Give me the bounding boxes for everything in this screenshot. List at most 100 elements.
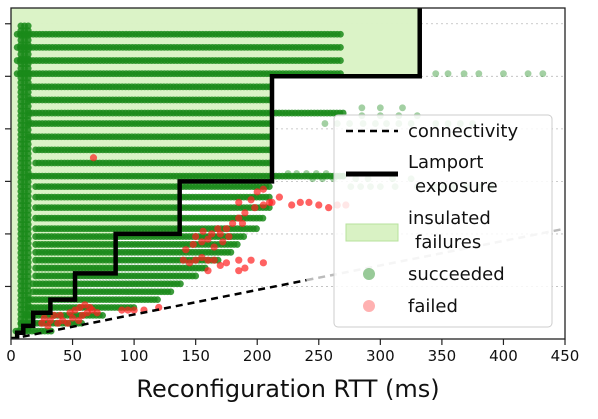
plot-frame xyxy=(10,7,566,340)
legend-failed-swatch xyxy=(363,300,375,312)
succeeded-point xyxy=(432,70,440,78)
failed-point xyxy=(225,232,233,241)
failed-point xyxy=(325,204,333,212)
failed-point xyxy=(64,319,72,327)
failed-point xyxy=(198,238,206,246)
failed-point xyxy=(253,188,261,196)
succeeded-point xyxy=(24,41,32,49)
x-tick-label: 50 xyxy=(63,347,82,365)
succeeded-point xyxy=(24,249,32,257)
failed-point xyxy=(241,209,249,217)
legend-lamport-label-1: Lamport xyxy=(408,152,484,173)
succeeded-point xyxy=(24,310,32,318)
succeeded-point xyxy=(24,183,32,191)
x-axis-title: Reconfiguration RTT (ms) xyxy=(136,375,439,403)
succeeded-point xyxy=(24,46,32,53)
succeeded-point xyxy=(24,178,32,186)
failed-point xyxy=(124,306,132,314)
failed-point xyxy=(199,227,207,235)
failed-point xyxy=(40,314,48,322)
succeeded-point xyxy=(500,70,507,78)
failed-point xyxy=(235,214,243,222)
failed-point xyxy=(210,256,218,264)
succeeded-point xyxy=(24,282,32,290)
failed-point xyxy=(222,259,231,267)
succeeded-point xyxy=(539,70,547,78)
succeeded-point xyxy=(24,150,32,157)
succeeded-point xyxy=(24,145,32,153)
succeeded-point xyxy=(240,233,248,240)
succeeded-point xyxy=(24,98,32,105)
succeeded-point xyxy=(24,121,32,129)
succeeded-point xyxy=(24,50,32,58)
x-tick-label: 300 xyxy=(366,347,395,365)
succeeded-point xyxy=(24,258,32,266)
succeeded-point xyxy=(99,311,106,319)
succeeded-point xyxy=(253,225,260,233)
failed-point xyxy=(235,267,243,275)
succeeded-point xyxy=(24,254,32,261)
succeeded-point xyxy=(24,31,32,39)
x-tick-label: 150 xyxy=(181,347,210,365)
x-axis-ticks: 0 50 100 150 200 250 300 350 400 450 xyxy=(6,339,579,365)
succeeded-point xyxy=(475,70,483,78)
legend: connectivity Lamport exposure insulated … xyxy=(333,114,553,328)
succeeded-point xyxy=(24,187,32,195)
succeeded-point xyxy=(24,287,32,295)
legend-box xyxy=(333,114,553,328)
failed-point xyxy=(315,201,323,209)
succeeded-point xyxy=(24,60,32,68)
succeeded-point xyxy=(337,57,344,64)
succeeded-point xyxy=(265,204,273,212)
succeeded-point xyxy=(24,301,32,309)
succeeded-point xyxy=(24,277,32,285)
failed-point xyxy=(216,261,224,270)
succeeded-point xyxy=(24,216,32,224)
succeeded-point xyxy=(309,175,317,183)
succeeded-point xyxy=(24,296,32,304)
succeeded-point xyxy=(233,241,241,248)
succeeded-point xyxy=(24,27,32,34)
failed-point xyxy=(75,317,83,325)
succeeded-point xyxy=(24,164,32,172)
succeeded-point xyxy=(24,36,32,44)
failed-point xyxy=(305,198,313,206)
failed-point xyxy=(130,306,138,314)
failed-point xyxy=(179,256,187,264)
succeeded-point xyxy=(24,22,32,30)
succeeded-point xyxy=(24,169,32,176)
x-tick-label: 200 xyxy=(243,347,272,365)
legend-insulated-swatch xyxy=(345,223,399,242)
succeeded-point xyxy=(321,120,329,127)
failed-point xyxy=(296,198,304,206)
succeeded-point xyxy=(24,225,32,233)
failed-point xyxy=(268,198,276,206)
legend-failed-label: failed xyxy=(408,296,458,317)
succeeded-point xyxy=(154,296,161,303)
failed-point xyxy=(216,230,224,238)
succeeded-point xyxy=(24,239,32,247)
failed-point xyxy=(198,253,206,262)
succeeded-point xyxy=(358,104,366,112)
succeeded-point xyxy=(177,280,184,288)
failed-points xyxy=(38,154,350,330)
failed-point xyxy=(241,264,249,272)
failed-point xyxy=(259,201,267,209)
failed-point xyxy=(222,225,231,233)
succeeded-point xyxy=(24,135,32,143)
x-tick-label: 400 xyxy=(489,347,518,365)
succeeded-point xyxy=(24,69,32,77)
failed-point xyxy=(275,193,283,201)
succeeded-point xyxy=(24,268,32,276)
succeeded-point xyxy=(376,104,384,112)
failed-point xyxy=(56,311,64,319)
succeeded-point xyxy=(192,272,200,280)
succeeded-point xyxy=(24,65,32,72)
succeeded-point xyxy=(460,70,468,78)
legend-insulated-label-1: insulated xyxy=(408,208,491,229)
failed-point xyxy=(251,204,259,212)
legend-succeeded-label: succeeded xyxy=(408,264,505,285)
succeeded-point xyxy=(284,170,292,177)
lamport-exposure-line xyxy=(11,8,422,339)
